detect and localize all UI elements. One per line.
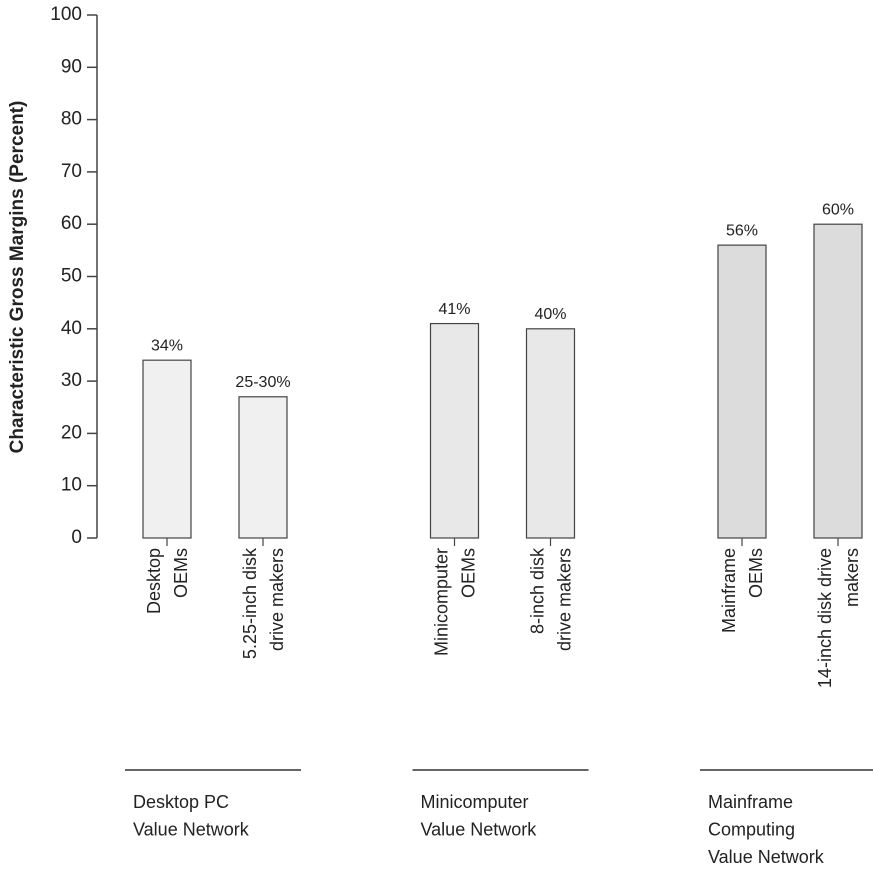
group-label: Computing	[708, 819, 795, 839]
x-tick-label: drive makers	[554, 548, 574, 651]
x-tick-label: Minicomputer	[431, 548, 451, 656]
y-tick-label: 70	[61, 161, 82, 182]
bar	[238, 396, 288, 539]
x-tick-label: OEMs	[458, 548, 478, 598]
y-tick-label: 30	[61, 370, 82, 391]
x-tick-label: Mainframe	[719, 548, 739, 633]
bar	[142, 359, 192, 539]
value-label: 41%	[438, 301, 470, 318]
bar	[429, 322, 480, 539]
y-axis-title: Characteristic Gross Margins (Percent)	[7, 101, 28, 454]
value-label: 40%	[534, 306, 566, 323]
group-label: Value Network	[133, 819, 250, 839]
x-tick-label: Desktop	[144, 548, 164, 614]
y-tick-label: 100	[50, 4, 82, 25]
x-tick-label: 5.25-inch disk	[240, 547, 260, 659]
x-tick-label: makers	[842, 548, 862, 607]
y-tick-label: 90	[61, 56, 82, 77]
bar	[717, 244, 767, 539]
group-label: Minicomputer	[421, 792, 529, 812]
x-tick-label: 8-inch disk	[527, 547, 547, 634]
group-label: Value Network	[708, 847, 825, 867]
y-tick-label: 60	[61, 213, 82, 234]
bar	[813, 223, 863, 539]
value-label: 25-30%	[235, 374, 290, 391]
group-label: Value Network	[421, 819, 538, 839]
y-tick-label: 0	[71, 527, 82, 548]
x-tick-label: 14-inch disk drive	[815, 548, 835, 688]
y-tick-label: 50	[61, 266, 82, 287]
group-label: Mainframe	[708, 792, 793, 812]
value-label: 60%	[822, 201, 854, 218]
x-tick-label: OEMs	[171, 548, 191, 598]
y-tick-label: 20	[61, 422, 82, 443]
x-tick-label: OEMs	[746, 548, 766, 598]
bar	[525, 328, 576, 539]
y-tick-label: 80	[61, 109, 82, 130]
y-tick-label: 10	[61, 475, 82, 496]
y-tick-label: 40	[61, 318, 82, 339]
value-label: 34%	[151, 337, 183, 354]
x-tick-label: drive makers	[267, 548, 287, 651]
value-label: 56%	[726, 222, 758, 239]
group-label: Desktop PC	[133, 792, 229, 812]
